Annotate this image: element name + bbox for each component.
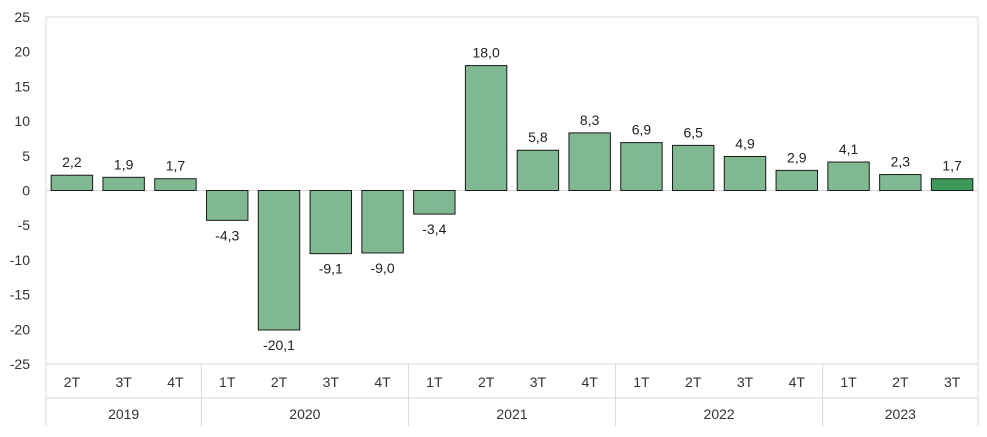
bar [464, 65, 508, 191]
bar [154, 178, 197, 191]
data-label: 6,5 [683, 124, 703, 140]
x-tick-label: 3T [323, 374, 340, 390]
y-axis: 25 20 15 10 5 0 -5 -10 -15 -20 -25 [10, 9, 30, 372]
x-tick-label: 2T [64, 374, 81, 390]
x-tick-label: 1T [426, 374, 443, 390]
bar [516, 149, 560, 191]
year-group-label: 2023 [885, 406, 916, 422]
data-label: 4,9 [735, 135, 755, 151]
y-tick-label: 10 [14, 113, 30, 129]
x-tick-label: 3T [530, 374, 547, 390]
y-tick-label: -20 [10, 321, 30, 337]
data-label: 2,3 [891, 154, 911, 170]
y-tick-label: 0 [22, 183, 30, 199]
bar [775, 169, 818, 191]
year-group-label: 2021 [496, 406, 527, 422]
bar [827, 161, 870, 192]
data-label: -4,3 [215, 227, 239, 243]
data-label: 2,2 [62, 154, 82, 170]
x-tick-label: 4T [581, 374, 598, 390]
x-tick-label: 4T [167, 374, 184, 390]
data-label: -9,0 [370, 260, 394, 276]
plot-area [45, 16, 979, 365]
bar [723, 155, 767, 192]
bar [309, 190, 352, 255]
x-tick-label: 4T [374, 374, 391, 390]
bar [206, 190, 249, 221]
x-tick-label: 2T [271, 374, 288, 390]
x-tick-label: 3T [115, 374, 132, 390]
y-tick-label: 20 [14, 44, 30, 60]
x-tick-label: 1T [633, 374, 650, 390]
x-tick-label: 2T [685, 374, 702, 390]
x-tick-label: 4T [789, 374, 806, 390]
y-tick-label: 25 [14, 9, 30, 25]
y-tick-label: -25 [10, 356, 30, 372]
x-tick-label: 1T [219, 374, 236, 390]
data-labels: 2,2 1,9 1,7 -4,3 -20,1 -9,1 -9,0 -3,4 18,0 5,8 8,3… [62, 45, 962, 353]
x-tick-label: 2T [892, 374, 909, 390]
bar [930, 178, 974, 191]
y-tick-label: 5 [22, 148, 30, 164]
x-tick-label: 1T [840, 374, 857, 390]
x-tick-label: 2T [478, 374, 495, 390]
x-tick-label: 3T [944, 374, 961, 390]
y-tick-label: -5 [18, 217, 31, 233]
data-label: 8,3 [580, 112, 600, 128]
x-axis: 2T 3T 4T 1T 2T 3T 4T 1T 2T 3T 4T 1T 2T 3T 4T 1T 2T 3T 2019… [45, 364, 979, 426]
bar [568, 132, 611, 191]
data-label: 1,7 [166, 158, 186, 174]
year-group-label: 2019 [108, 406, 139, 422]
bar [102, 176, 145, 191]
year-group-label: 2020 [289, 406, 320, 422]
data-label: 1,7 [942, 158, 962, 174]
year-group-label: 2022 [704, 406, 735, 422]
x-tick-label: 3T [737, 374, 754, 390]
data-label: 1,9 [114, 156, 134, 172]
data-label: 18,0 [472, 45, 499, 61]
bar [50, 174, 94, 191]
bar [620, 142, 663, 191]
bar [672, 144, 715, 191]
data-label: -9,1 [319, 261, 343, 277]
bars [50, 65, 974, 331]
data-label: 2,9 [787, 149, 807, 165]
data-label: -3,4 [422, 221, 446, 237]
y-tick-label: 15 [14, 78, 30, 94]
bar [879, 174, 922, 191]
bar [361, 190, 404, 254]
data-label: 5,8 [528, 129, 548, 145]
data-label: 4,1 [839, 141, 859, 157]
bar [413, 190, 456, 215]
y-tick-label: -10 [10, 252, 30, 268]
bar [257, 190, 301, 331]
data-label: 6,9 [632, 122, 652, 138]
data-label: -20,1 [263, 337, 295, 353]
y-tick-label: -15 [10, 287, 30, 303]
